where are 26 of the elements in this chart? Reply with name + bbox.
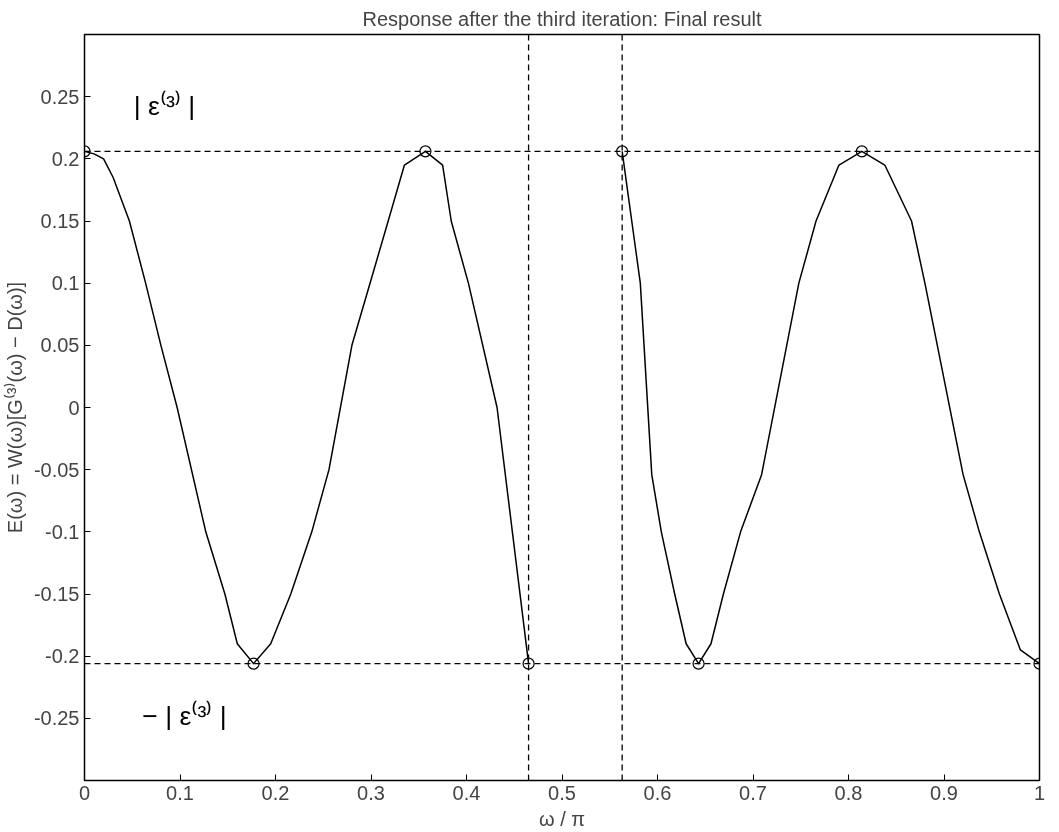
x-tick-label: 0.6 [643,781,672,804]
y-tick-label: 0 [68,396,80,419]
y-tick-label: -0.25 [33,707,80,730]
y-tick-label: -0.1 [45,520,80,543]
y-tick-label: -0.05 [33,458,80,481]
y-tick-label: -0.15 [33,583,80,605]
x-tick-label: 0.4 [452,781,481,804]
chart-title: Response after the third iteration: Final result [362,7,762,30]
y-axis-title: E(ω) = W(ω)[G⁽³⁾(ω) − D(ω)] [2,281,26,534]
x-tick-label: 0.5 [548,781,576,804]
y-tick-label: 0.15 [40,210,80,232]
x-tick-label: 0.9 [930,781,958,804]
annotation: | ε⁽³⁾ | [133,89,196,121]
x-tick-label: 0.1 [166,781,194,804]
y-tick-label: 0.05 [40,334,80,357]
y-tick-label: 0.1 [51,272,80,295]
x-tick-label: 1 [1033,781,1046,804]
x-tick-label: 0.8 [834,781,863,804]
annotation: − | ε⁽³⁾ | [142,699,227,731]
x-tick-label: 0.7 [739,781,767,804]
x-tick-label: 0.2 [261,781,290,804]
x-tick-label: 0.3 [357,781,385,804]
y-tick-label: 0.25 [40,85,80,108]
y-tick-label: -0.2 [45,645,80,668]
x-axis-title: ω / π [538,807,586,830]
y-tick-label: 0.2 [51,147,80,170]
